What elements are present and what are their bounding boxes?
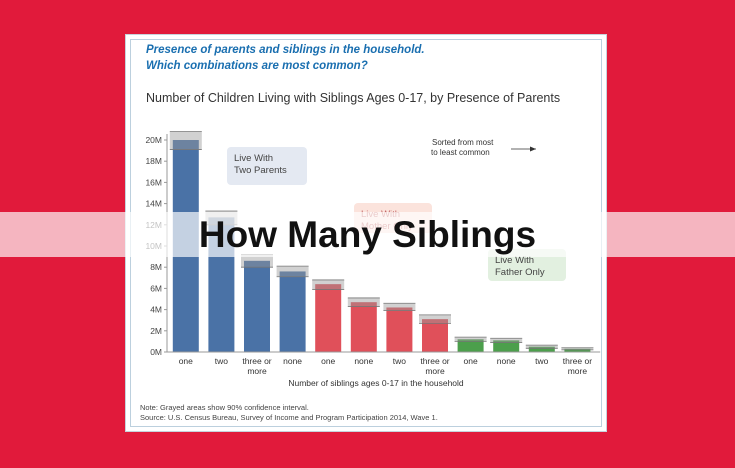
note-text: Note: Grayed areas show 90% confidence i…	[140, 403, 309, 412]
x-tick-label: three or more	[563, 356, 592, 376]
y-tick-label: 20M	[145, 135, 162, 145]
confidence-interval	[561, 347, 594, 350]
y-tick-label: 0M	[150, 347, 162, 357]
x-tick-label: three or more	[420, 356, 449, 376]
x-tick-label: two	[393, 356, 407, 366]
bar	[457, 339, 484, 352]
confidence-interval	[525, 345, 558, 349]
confidence-interval	[383, 303, 416, 311]
confidence-interval	[312, 279, 345, 290]
bar	[564, 348, 591, 352]
confidence-interval	[454, 337, 487, 342]
x-tick-label: two	[215, 356, 229, 366]
heading-line-2: Which combinations are most common?	[146, 60, 368, 72]
bar	[244, 260, 270, 352]
x-tick-label: two	[535, 356, 549, 366]
x-tick-label: one	[179, 356, 193, 366]
source-text: Source: U.S. Census Bureau, Survey of In…	[140, 413, 438, 422]
bar	[279, 271, 306, 352]
x-tick-label: one	[321, 356, 335, 366]
bar	[386, 307, 413, 352]
y-tick-label: 8M	[150, 262, 162, 272]
heading-line-1: Presence of parents and siblings in the …	[146, 44, 425, 56]
bar	[422, 319, 448, 352]
y-tick-label: 2M	[150, 326, 162, 336]
confidence-interval	[276, 266, 309, 277]
y-tick-label: 18M	[145, 156, 162, 166]
legend-label: Live With Two Parents	[234, 153, 287, 176]
bar	[315, 284, 342, 352]
chart-title: Number of Children Living with Siblings …	[146, 91, 561, 105]
x-tick-label: none	[497, 356, 516, 366]
sort-arrow-head	[530, 146, 536, 152]
x-tick-label: three or more	[242, 356, 271, 376]
confidence-interval	[490, 338, 523, 343]
y-tick-label: 14M	[145, 199, 162, 209]
x-tick-label: one	[464, 356, 478, 366]
bar	[493, 340, 520, 352]
confidence-interval	[419, 314, 451, 324]
confidence-interval	[347, 297, 380, 307]
x-tick-label: none	[283, 356, 302, 366]
x-axis-label: Number of siblings ages 0-17 in the hous…	[288, 378, 464, 388]
bar	[350, 302, 377, 352]
banner-title: How Many Siblings	[198, 214, 537, 255]
x-tick-label: none	[354, 356, 373, 366]
legend-box	[488, 249, 566, 281]
y-tick-label: 16M	[145, 177, 162, 187]
legend-box	[227, 147, 307, 185]
title-banner	[0, 212, 735, 257]
sort-note: Sorted from most to least common	[431, 138, 494, 157]
confidence-interval	[169, 131, 202, 150]
bar	[528, 346, 555, 352]
y-tick-label: 6M	[150, 283, 162, 293]
legend-label: Live With Father Only	[495, 255, 545, 278]
confidence-interval	[241, 254, 273, 268]
y-tick-label: 4M	[150, 305, 162, 315]
